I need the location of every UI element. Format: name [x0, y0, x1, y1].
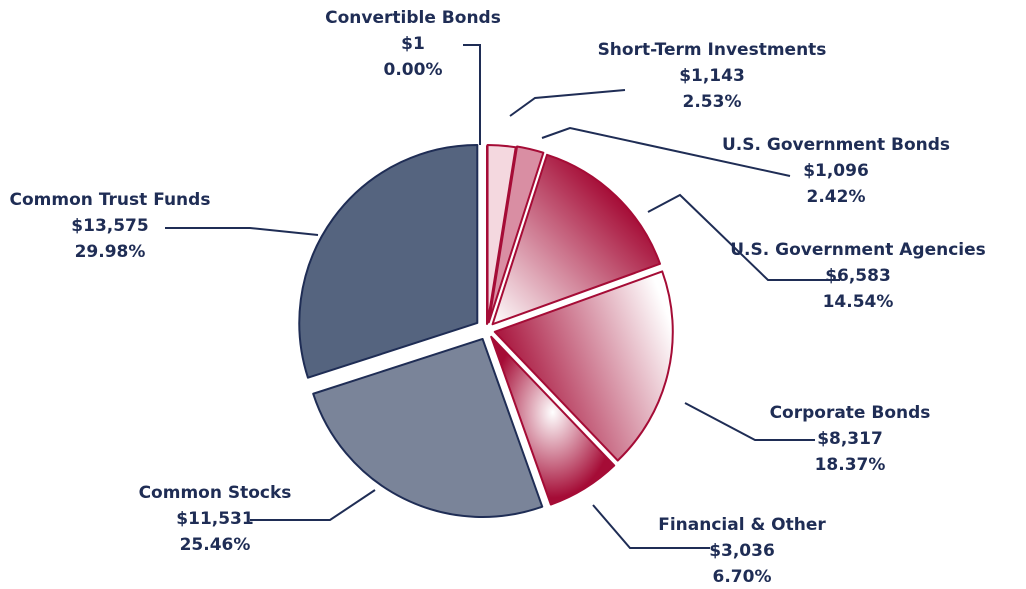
leader-line [165, 227, 319, 236]
leader-line [250, 489, 376, 521]
percent-label: 25.46% [180, 535, 251, 555]
slice-label: Corporate Bonds [770, 403, 931, 423]
slice-label: Convertible Bonds [325, 8, 501, 28]
amount-label: $1,096 [803, 161, 869, 181]
slice [490, 335, 616, 506]
percent-label: 0.00% [384, 60, 443, 80]
amount-label: $11,531 [176, 509, 253, 529]
leader-line [463, 44, 481, 145]
slice [298, 143, 479, 379]
percent-label: 14.54% [823, 292, 894, 312]
leader-line [541, 126, 791, 177]
labels: Convertible Bonds $1 0.00% Short-Term Inves… [10, 8, 986, 587]
slice-label: Financial & Other [658, 515, 826, 535]
percent-label: 2.42% [807, 187, 866, 207]
pie [298, 143, 674, 518]
leader-line [684, 402, 815, 441]
slice [493, 270, 674, 462]
slice-label: U.S. Government Agencies [730, 240, 986, 260]
slice [487, 145, 545, 324]
amount-label: $1 [401, 34, 425, 54]
amount-label: $1,143 [679, 66, 745, 86]
percent-label: 2.53% [683, 92, 742, 112]
slice [486, 144, 517, 325]
slice-label: Common Trust Funds [10, 190, 211, 210]
percent-label: 18.37% [815, 455, 886, 475]
slice [491, 153, 661, 326]
slice-label: U.S. Government Bonds [722, 135, 950, 155]
percent-label: 29.98% [75, 242, 146, 262]
amount-label: $13,575 [71, 216, 148, 236]
amount-label: $6,583 [825, 266, 891, 286]
leader-line [647, 193, 840, 281]
leader-line [592, 504, 710, 549]
amount-label: $3,036 [709, 541, 775, 561]
slice-label: Short-Term Investments [598, 40, 827, 60]
leader-line [509, 89, 626, 117]
slice [312, 337, 544, 518]
slice-label: Common Stocks [139, 483, 292, 503]
percent-label: 6.70% [713, 567, 772, 587]
amount-label: $8,317 [817, 429, 883, 449]
